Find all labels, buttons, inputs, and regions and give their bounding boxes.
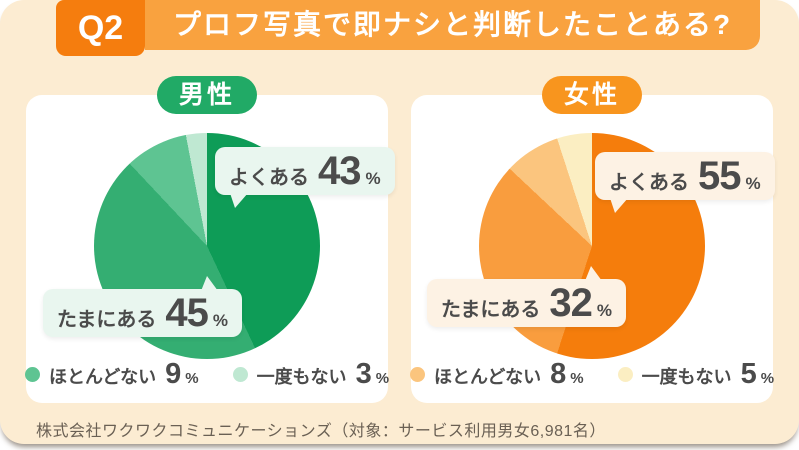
legend-dot [409, 367, 425, 382]
callout-value: 55 [698, 154, 741, 198]
legend-value: 5 [740, 358, 757, 390]
percent-sign: % [365, 169, 381, 188]
legend-item: ほとんどない 9 % [24, 358, 199, 391]
question-number-badge: Q2 [56, 0, 145, 56]
percent-sign: % [185, 370, 199, 387]
bubble-tail [610, 198, 628, 213]
callout-female-yokuaru: よくある 55 % [595, 152, 775, 213]
bubble-tail [585, 266, 603, 281]
legend-label: 一度もない [641, 367, 732, 387]
callout-male-tamani: たまにある 45 % [43, 276, 243, 337]
percent-sign: % [212, 311, 229, 330]
percent-sign: % [570, 370, 584, 387]
callout-label: たまにある [441, 299, 541, 321]
callout-female-tamani: たまにある 32 % [427, 266, 627, 327]
legend-label: ほとんどない [433, 367, 542, 387]
callout-value: 32 [549, 281, 592, 325]
percent-sign: % [375, 370, 390, 387]
legend-item: 一度もない 3 % [232, 358, 390, 391]
card-male: 男性 よくある 43 % たまにある 45 % ほとんどない 9 % [24, 76, 395, 403]
callout-label: たまにある [57, 309, 157, 331]
callout-label: よくある [609, 172, 689, 194]
legend-value: 3 [355, 358, 372, 390]
callout-label: よくある [229, 167, 309, 189]
percent-sign: % [596, 301, 613, 320]
legend-value: 9 [165, 358, 182, 390]
card-female: 女性 よくある 55 % たまにある 32 % ほとんどない 8 % [409, 76, 775, 403]
legend-dot [232, 367, 248, 382]
callout-value: 45 [165, 291, 208, 335]
bubble-tail [201, 276, 219, 291]
legend-male: ほとんどない 9 % 一度もない 3 % [24, 358, 390, 391]
legend-dot [617, 367, 633, 382]
legend-item: 一度もない 5 % [617, 358, 775, 391]
source-note: 株式会社ワクワクコミュニケーションズ（対象：サービス利用男女6,981名） [36, 423, 606, 440]
legend-dot [24, 367, 40, 382]
question-title: プロフ写真で即ナシと判断したことある? [145, 0, 761, 50]
legend-label: 一度もない [256, 367, 347, 387]
question-header: Q2 プロフ写真で即ナシと判断したことある? [56, 0, 761, 56]
legend-item: ほとんどない 8 % [409, 358, 584, 391]
gender-badge-female: 女性 [541, 76, 643, 114]
percent-sign: % [760, 370, 775, 387]
legend-female: ほとんどない 8 % 一度もない 5 % [409, 358, 775, 391]
legend-value: 8 [550, 358, 567, 390]
callout-value: 43 [318, 149, 361, 193]
gender-badge-male: 男性 [156, 76, 258, 114]
callout-male-yokuaru: よくある 43 % [215, 147, 395, 208]
bubble-tail [230, 193, 248, 208]
percent-sign: % [745, 174, 761, 193]
legend-label: ほとんどない [48, 367, 157, 387]
